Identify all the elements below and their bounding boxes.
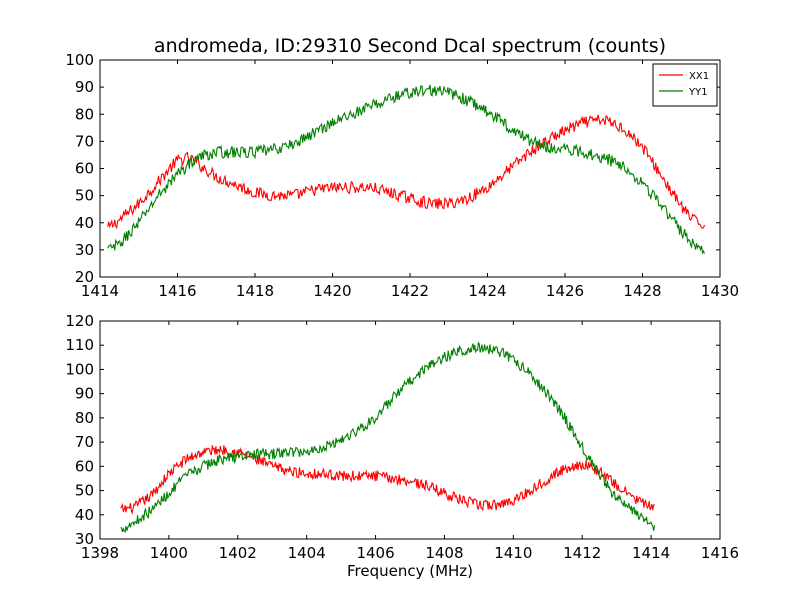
series-line-green <box>120 341 656 533</box>
y-tick-label: 90 <box>75 78 94 96</box>
y-tick-label: 60 <box>75 457 94 475</box>
y-tick-label: 30 <box>75 530 94 548</box>
y-tick-label: 20 <box>75 268 94 286</box>
x-tick-label: 1406 <box>356 544 394 562</box>
legend-label: XX1 <box>689 71 709 82</box>
series-line-yy1 <box>107 84 706 255</box>
chart-title: andromeda, ID:29310 Second Dcal spectrum… <box>154 35 666 57</box>
x-tick-label: 1420 <box>313 282 351 300</box>
x-tick-label: 1416 <box>701 544 739 562</box>
bottom-spectrum-panel: 1398 1400 1402 1404 1406 1408 1410 1412 1414 1416… <box>65 312 739 580</box>
y-tick-label: 110 <box>65 336 94 354</box>
y-tick-label: 100 <box>65 51 94 69</box>
y-tick-label: 70 <box>75 433 94 451</box>
x-tick-label: 1424 <box>468 282 506 300</box>
legend-label: YY1 <box>688 87 708 98</box>
x-tick-label: 1418 <box>236 282 274 300</box>
x-tick-label: 1428 <box>623 282 661 300</box>
top-spectrum-panel: 1414 1416 1418 1420 1422 1424 1426 1428 1430 20 30… <box>65 35 739 300</box>
x-tick-label: 1416 <box>158 282 196 300</box>
y-tick-label: 40 <box>75 214 94 232</box>
x-tick-label: 1404 <box>288 544 326 562</box>
x-tick-label: 1408 <box>425 544 463 562</box>
x-tick-label: 1412 <box>563 544 601 562</box>
x-tick-label: 1422 <box>391 282 429 300</box>
x-tick-label: 1414 <box>632 544 670 562</box>
y-tick-label: 100 <box>65 360 94 378</box>
x-tick-label: 1398 <box>81 544 119 562</box>
y-tick-label: 60 <box>75 160 94 178</box>
y-tick-label: 120 <box>65 312 94 330</box>
plot-frame <box>99 320 721 540</box>
y-tick-label: 30 <box>75 241 94 259</box>
y-tick-label: 80 <box>75 409 94 427</box>
x-axis-label: Frequency (MHz) <box>347 562 473 580</box>
y-tick-label: 90 <box>75 385 94 403</box>
x-tick-label: 1430 <box>701 282 739 300</box>
y-tick-label: 40 <box>75 506 94 524</box>
x-tick-label: 1410 <box>494 544 532 562</box>
x-tick-label: 1426 <box>546 282 584 300</box>
y-tick-label: 50 <box>75 482 94 500</box>
y-tick-label: 70 <box>75 132 94 150</box>
series-line-xx1 <box>107 114 706 230</box>
x-tick-label: 1402 <box>219 544 257 562</box>
x-tick-label: 1400 <box>150 544 188 562</box>
plot-frame <box>99 59 721 278</box>
y-tick-label: 80 <box>75 105 94 123</box>
series-line-red <box>120 445 655 515</box>
y-tick-label: 50 <box>75 187 94 205</box>
x-tick-label: 1414 <box>81 282 119 300</box>
